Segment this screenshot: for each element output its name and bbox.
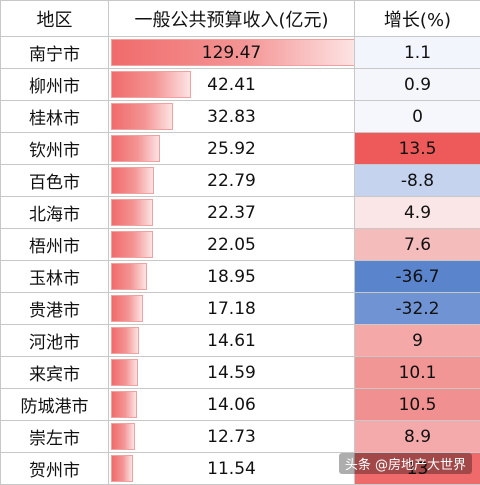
region-cell[interactable]: 玉林市 bbox=[1, 261, 109, 293]
growth-cell[interactable]: 4.9 bbox=[355, 197, 480, 229]
growth-cell[interactable]: -32.2 bbox=[355, 293, 480, 325]
growth-cell[interactable]: 7.6 bbox=[355, 229, 480, 261]
growth-cell[interactable]: 1.1 bbox=[355, 37, 480, 69]
revenue-value: 17.18 bbox=[109, 299, 354, 319]
revenue-cell[interactable]: 14.61 bbox=[109, 325, 355, 357]
revenue-cell[interactable]: 14.59 bbox=[109, 357, 355, 389]
revenue-value: 12.73 bbox=[109, 427, 354, 447]
watermark: 头条 @房地产大世界 bbox=[339, 453, 472, 474]
region-cell[interactable]: 来宾市 bbox=[1, 357, 109, 389]
growth-cell[interactable]: -8.8 bbox=[355, 165, 480, 197]
region-cell[interactable]: 北海市 bbox=[1, 197, 109, 229]
growth-cell[interactable]: 10.1 bbox=[355, 357, 480, 389]
revenue-value: 22.79 bbox=[109, 171, 354, 191]
header-region[interactable]: 地区 bbox=[1, 1, 109, 37]
growth-cell[interactable]: 9 bbox=[355, 325, 480, 357]
revenue-value: 11.54 bbox=[109, 459, 354, 479]
region-cell[interactable]: 崇左市 bbox=[1, 421, 109, 453]
region-cell[interactable]: 防城港市 bbox=[1, 389, 109, 421]
revenue-cell[interactable]: 14.06 bbox=[109, 389, 355, 421]
revenue-value: 129.47 bbox=[109, 43, 354, 63]
growth-cell[interactable]: 0.9 bbox=[355, 69, 480, 101]
growth-cell[interactable]: 13.5 bbox=[355, 133, 480, 165]
region-cell[interactable]: 桂林市 bbox=[1, 101, 109, 133]
header-growth[interactable]: 增长(%) bbox=[355, 1, 480, 37]
revenue-value: 14.59 bbox=[109, 363, 354, 383]
revenue-value: 32.83 bbox=[109, 107, 354, 127]
region-cell[interactable]: 百色市 bbox=[1, 165, 109, 197]
revenue-cell[interactable]: 32.83 bbox=[109, 101, 355, 133]
revenue-value: 14.61 bbox=[109, 331, 354, 351]
header-revenue[interactable]: 一般公共预算收入(亿元) bbox=[109, 1, 355, 37]
revenue-cell[interactable]: 42.41 bbox=[109, 69, 355, 101]
revenue-cell[interactable]: 22.79 bbox=[109, 165, 355, 197]
revenue-cell[interactable]: 22.05 bbox=[109, 229, 355, 261]
growth-cell[interactable]: 10.5 bbox=[355, 389, 480, 421]
growth-cell[interactable]: 0 bbox=[355, 101, 480, 133]
revenue-cell[interactable]: 25.92 bbox=[109, 133, 355, 165]
revenue-cell[interactable]: 129.47 bbox=[109, 37, 355, 69]
revenue-value: 22.05 bbox=[109, 235, 354, 255]
region-cell[interactable]: 河池市 bbox=[1, 325, 109, 357]
revenue-cell[interactable]: 22.37 bbox=[109, 197, 355, 229]
growth-cell[interactable]: 8.9 bbox=[355, 421, 480, 453]
revenue-value: 22.37 bbox=[109, 203, 354, 223]
region-cell[interactable]: 钦州市 bbox=[1, 133, 109, 165]
growth-cell[interactable]: -36.7 bbox=[355, 261, 480, 293]
header-row: 地区 一般公共预算收入(亿元) 增长(%) bbox=[1, 1, 480, 37]
region-cell[interactable]: 南宁市 bbox=[1, 37, 109, 69]
revenue-value: 25.92 bbox=[109, 139, 354, 159]
revenue-value: 18.95 bbox=[109, 267, 354, 287]
region-cell[interactable]: 柳州市 bbox=[1, 69, 109, 101]
revenue-cell[interactable]: 12.73 bbox=[109, 421, 355, 453]
region-cell[interactable]: 梧州市 bbox=[1, 229, 109, 261]
revenue-value: 42.41 bbox=[109, 75, 354, 95]
revenue-value: 14.06 bbox=[109, 395, 354, 415]
revenue-cell[interactable]: 18.95 bbox=[109, 261, 355, 293]
region-cell[interactable]: 贵港市 bbox=[1, 293, 109, 325]
revenue-cell[interactable]: 17.18 bbox=[109, 293, 355, 325]
